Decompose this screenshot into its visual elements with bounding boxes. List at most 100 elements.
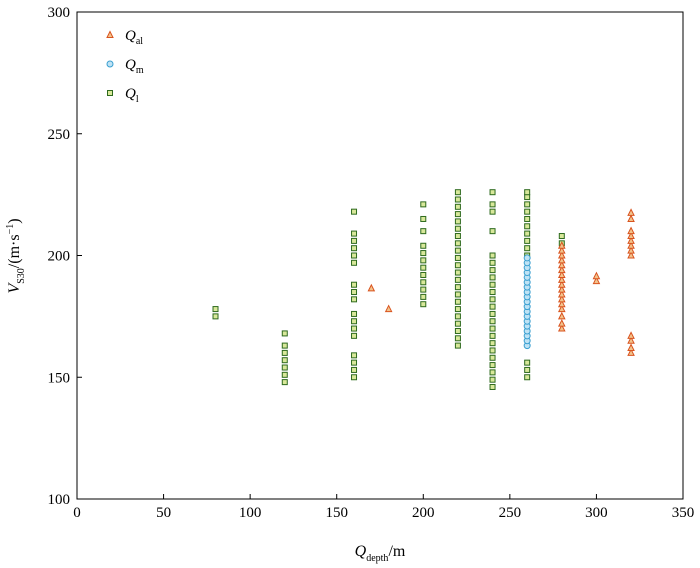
- point-square: [454, 298, 461, 305]
- point-square: [420, 264, 427, 271]
- x-tick-label: 50: [156, 505, 171, 521]
- point-square: [454, 269, 461, 276]
- point-square: [454, 276, 461, 283]
- point-square: [489, 310, 496, 317]
- legend-label-sub: m: [136, 65, 144, 76]
- x-tick-label: 150: [325, 505, 348, 521]
- point-square: [454, 218, 461, 225]
- point-triangle: [557, 246, 566, 254]
- y-axis-title-close: ): [6, 218, 23, 223]
- legend-label: Ql: [125, 86, 139, 105]
- point-square: [524, 223, 531, 230]
- y-axis-ticks: 100 150 200 250 300: [48, 5, 82, 508]
- point-triangle: [557, 255, 566, 264]
- point-square: [454, 320, 461, 327]
- point-triangle: [557, 260, 566, 269]
- point-square: [281, 357, 288, 364]
- y-tick-label: 300: [48, 5, 71, 21]
- point-triangle: [627, 331, 635, 339]
- point-square: [351, 289, 358, 296]
- point-triangle: [627, 348, 635, 356]
- legend-marker-square: [107, 90, 113, 96]
- legend-marker-circle: [106, 60, 114, 68]
- point-square: [454, 262, 461, 269]
- point-square: [489, 369, 496, 376]
- point-square: [212, 306, 219, 313]
- x-tick-label: 0: [73, 505, 81, 521]
- point-square: [281, 330, 288, 337]
- point-triangle: [627, 226, 635, 235]
- point-square: [558, 233, 565, 240]
- x-axis-title: Qdepth/m: [355, 543, 406, 564]
- point-triangle: [557, 280, 566, 288]
- point-square: [489, 362, 496, 369]
- point-square: [351, 366, 358, 373]
- point-triangle: [627, 231, 635, 240]
- y-axis-title-sub: S30: [16, 268, 27, 284]
- point-triangle: [557, 265, 566, 274]
- point-square: [454, 254, 461, 261]
- point-square: [212, 313, 219, 320]
- point-square: [489, 303, 496, 310]
- legend-label-main: Q: [125, 28, 136, 44]
- point-circle: [523, 254, 531, 262]
- x-tick-label: 250: [499, 505, 522, 521]
- point-square: [281, 349, 288, 356]
- point-square: [524, 215, 531, 222]
- point-square: [489, 259, 496, 266]
- point-triangle: [627, 336, 635, 344]
- point-triangle: [592, 276, 601, 285]
- point-triangle: [627, 214, 635, 222]
- point-square: [489, 281, 496, 288]
- point-square: [454, 189, 461, 196]
- point-square: [489, 325, 496, 332]
- point-triangle: [627, 241, 635, 249]
- point-square: [454, 225, 461, 232]
- point-triangle: [557, 275, 566, 283]
- point-square: [351, 230, 358, 237]
- point-triangle: [627, 236, 635, 244]
- point-square: [351, 281, 358, 288]
- point-square: [454, 306, 461, 313]
- x-axis-title-unit: /m: [388, 543, 405, 560]
- x-tick-label: 300: [585, 505, 608, 521]
- legend-label-sub: al: [136, 36, 143, 47]
- point-triangle: [367, 283, 376, 292]
- legend-marker-triangle: [106, 30, 114, 38]
- point-triangle: [557, 289, 566, 298]
- y-tick-label: 150: [48, 370, 71, 386]
- point-square: [454, 327, 461, 334]
- point-square: [281, 371, 288, 378]
- point-triangle: [557, 284, 566, 293]
- point-square: [524, 366, 531, 373]
- point-square: [489, 332, 496, 339]
- legend-label-main: Q: [125, 57, 136, 73]
- point-square: [420, 228, 427, 235]
- point-square: [420, 286, 427, 293]
- point-square: [351, 252, 358, 259]
- point-square: [281, 342, 288, 349]
- point-square: [524, 208, 531, 215]
- point-square: [454, 342, 461, 349]
- point-square: [489, 201, 496, 208]
- point-triangle: [627, 343, 635, 352]
- point-square: [420, 301, 427, 308]
- point-square: [489, 208, 496, 215]
- point-square: [454, 284, 461, 291]
- point-square: [489, 267, 496, 274]
- y-tick-label: 250: [48, 127, 71, 143]
- legend-label: Qm: [125, 57, 144, 76]
- point-square: [489, 289, 496, 296]
- point-square: [489, 340, 496, 347]
- point-square: [454, 203, 461, 210]
- point-square: [420, 293, 427, 300]
- point-square: [489, 228, 496, 235]
- y-axis-title-unit: /(m·s: [6, 234, 23, 268]
- point-square: [454, 240, 461, 247]
- point-square: [524, 359, 531, 366]
- point-square: [524, 201, 531, 208]
- point-square: [454, 233, 461, 240]
- legend-label-sub: l: [136, 94, 139, 105]
- x-tick-label: 100: [239, 505, 262, 521]
